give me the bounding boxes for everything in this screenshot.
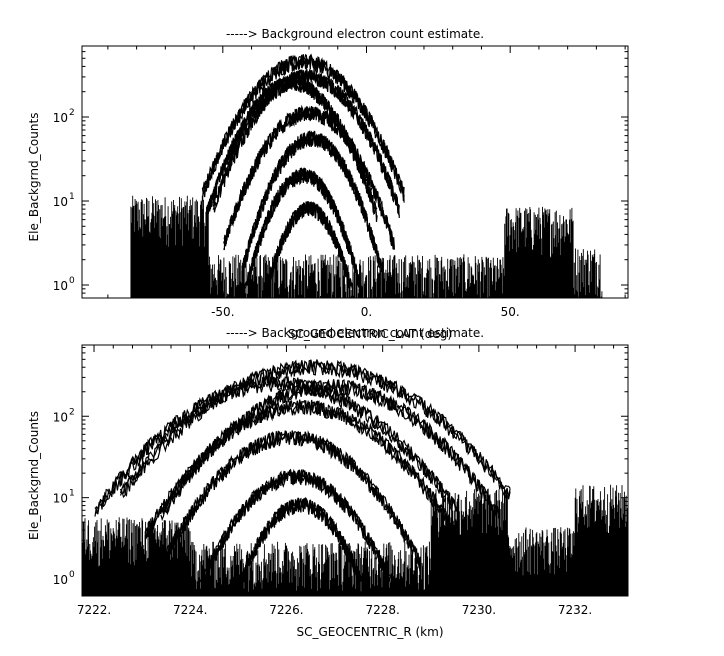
data-series-2 bbox=[94, 373, 460, 521]
plot-area bbox=[130, 53, 603, 298]
x-axis: 7222. 7224. 7226. 7228. 7230. 7232. bbox=[77, 345, 615, 617]
noise-spikes bbox=[130, 195, 603, 298]
x-axis: -50. 0. 50. bbox=[107, 46, 626, 319]
series-trace bbox=[238, 497, 364, 584]
y-tick-label: 10 bbox=[53, 492, 68, 506]
y-tick-label: 10 bbox=[53, 410, 68, 424]
series-trace bbox=[241, 130, 383, 276]
chart-title: -----> Background electron count estimat… bbox=[226, 326, 484, 340]
y-tick-exponent: 1 bbox=[69, 489, 75, 499]
x-tick-label: 0. bbox=[361, 305, 372, 319]
x-axis-label: SC_GEOCENTRIC_LAT (deg) bbox=[288, 327, 452, 341]
series-trace bbox=[161, 430, 422, 573]
y-tick-exponent: 0 bbox=[69, 276, 75, 286]
y-tick-exponent: 2 bbox=[69, 108, 75, 118]
y-axis-label: Ele_Backgrnd_Counts bbox=[27, 411, 41, 540]
series-trace bbox=[94, 373, 460, 515]
x-tick-label: 7224. bbox=[173, 603, 207, 617]
y-tick-exponent: 1 bbox=[69, 192, 75, 202]
data-series-7 bbox=[264, 201, 354, 289]
y-tick-label: 10 bbox=[53, 573, 68, 587]
x-tick-label: 50. bbox=[501, 305, 520, 319]
axes-frame bbox=[81, 344, 629, 597]
series-trace bbox=[160, 430, 422, 570]
data-series-7 bbox=[238, 496, 364, 584]
y-tick-exponent: 2 bbox=[69, 407, 75, 417]
y-tick-exponent: 0 bbox=[69, 570, 75, 580]
series-trace bbox=[201, 53, 405, 201]
y-tick-label: 10 bbox=[53, 111, 68, 125]
axes-frame bbox=[81, 45, 629, 299]
series-trace bbox=[203, 468, 391, 582]
series-trace bbox=[205, 75, 378, 221]
x-tick-label: -50. bbox=[211, 305, 234, 319]
y-tick-label: 10 bbox=[53, 195, 68, 209]
data-series-4 bbox=[144, 399, 458, 544]
series-trace bbox=[144, 399, 458, 539]
data-series-6 bbox=[244, 167, 362, 289]
x-tick-label: 7222. bbox=[77, 603, 111, 617]
series-trace bbox=[94, 374, 460, 521]
x-tick-label: 7226. bbox=[269, 603, 303, 617]
data-series-5 bbox=[160, 430, 422, 573]
data-series-6 bbox=[198, 468, 392, 583]
y-axis-label: Ele_Backgrnd_Counts bbox=[27, 113, 41, 242]
plot-area bbox=[82, 359, 628, 596]
x-tick-label: 7230. bbox=[462, 603, 496, 617]
series-trace bbox=[244, 167, 362, 288]
x-tick-label: 7228. bbox=[365, 603, 399, 617]
series-trace bbox=[198, 468, 390, 583]
x-tick-label: 7232. bbox=[558, 603, 592, 617]
chart-title: -----> Background electron count estimat… bbox=[226, 27, 484, 41]
series-trace bbox=[212, 69, 400, 216]
y-tick-label: 10 bbox=[53, 279, 68, 293]
x-axis-label: SC_GEOCENTRIC_R (km) bbox=[297, 625, 444, 639]
series-trace bbox=[223, 105, 395, 250]
series-trace bbox=[266, 201, 353, 289]
data-series-5 bbox=[241, 130, 383, 278]
data-series-4 bbox=[223, 104, 395, 251]
noise-series bbox=[130, 195, 603, 298]
data-series-1 bbox=[201, 53, 405, 203]
series-trace bbox=[244, 167, 361, 286]
